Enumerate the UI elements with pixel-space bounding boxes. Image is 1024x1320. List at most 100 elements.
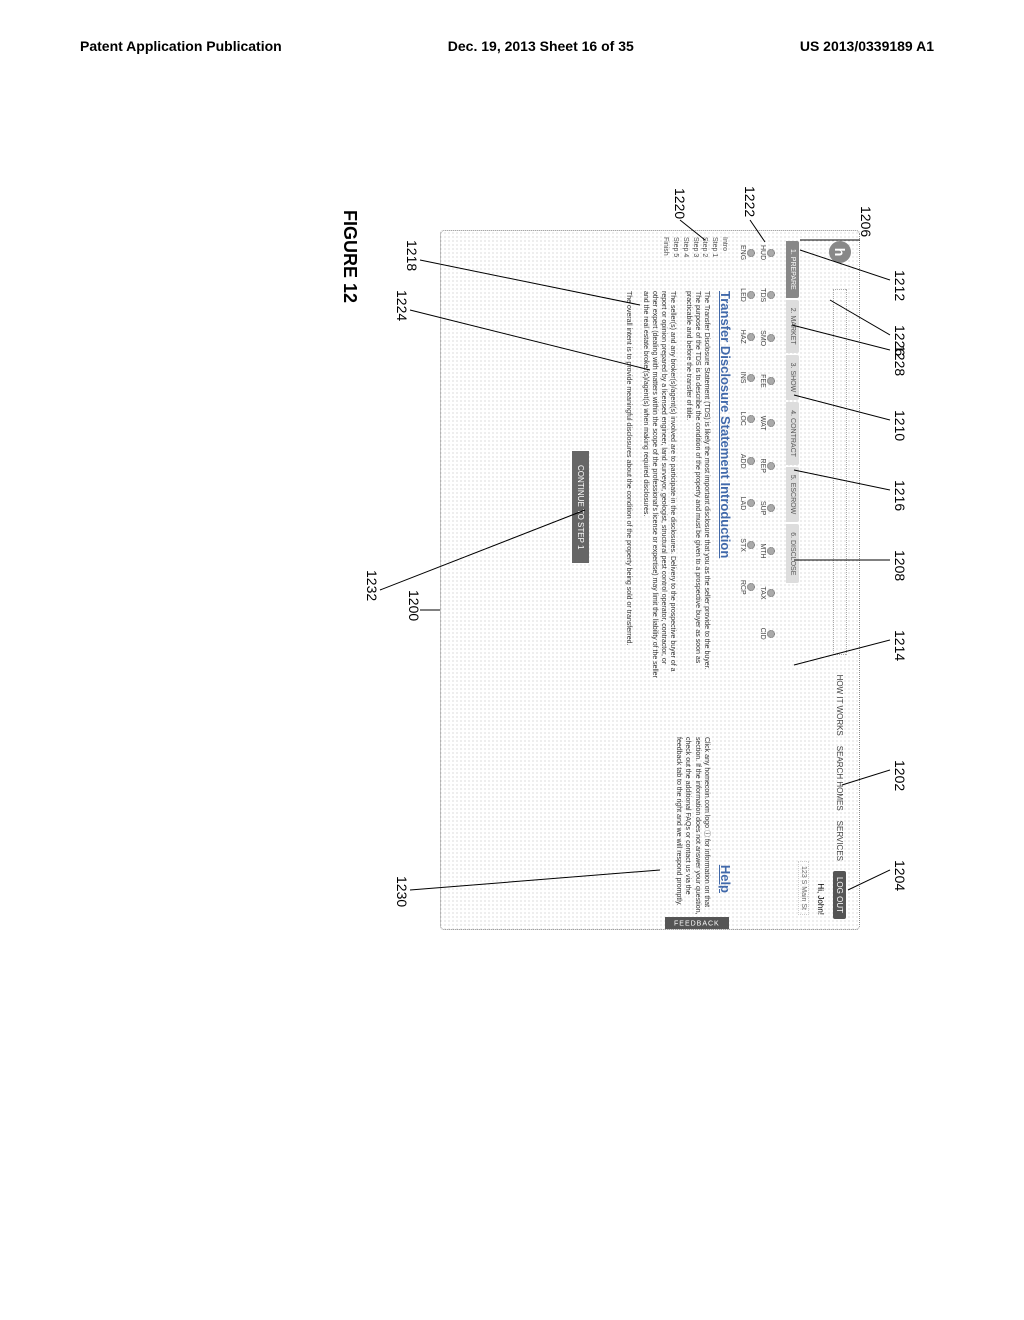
status-dot-icon <box>767 377 775 385</box>
step-item[interactable]: Step 1 <box>709 237 719 257</box>
status-dot-icon <box>767 630 775 638</box>
document-pill[interactable]: TDS <box>759 288 775 302</box>
nav-how-it-works[interactable]: HOW IT WORKS <box>836 675 845 736</box>
callout-1214: 1214 <box>892 630 908 661</box>
logout-button[interactable]: LOG OUT <box>834 871 847 919</box>
document-pill[interactable]: LED <box>739 288 755 302</box>
callout-1212: 1212 <box>892 270 908 301</box>
document-pill[interactable]: SMO <box>759 330 775 346</box>
document-pill[interactable]: ADD <box>739 454 755 469</box>
status-dot-icon <box>747 291 755 299</box>
callout-1222: 1222 <box>742 186 758 217</box>
step-item[interactable]: Step 4 <box>680 237 690 257</box>
step-item[interactable]: Finish <box>660 237 670 257</box>
status-dot-icon <box>767 249 775 257</box>
pill-label: LAD <box>739 497 746 511</box>
document-pill[interactable]: WAT <box>759 416 775 431</box>
status-dot-icon <box>767 462 775 470</box>
status-dot-icon <box>747 541 755 549</box>
pill-label: STX <box>739 538 746 552</box>
patent-page-header: Patent Application Publication Dec. 19, … <box>0 38 1024 54</box>
help-title: Help <box>718 865 733 893</box>
continue-button[interactable]: CONTINUE TO STEP 1 <box>572 451 589 563</box>
document-pill[interactable]: REP <box>759 459 775 473</box>
pill-label: RCP <box>739 580 746 595</box>
stage-tab[interactable]: 5. ESCROW <box>786 467 799 522</box>
document-pill[interactable]: SUP <box>759 501 775 515</box>
callout-1232: 1232 <box>364 570 380 601</box>
status-dot-icon <box>767 334 775 342</box>
step-list: IntroStep 1Step 2Step 3Step 4Step 5Finis… <box>660 237 729 257</box>
callout-1204: 1204 <box>892 860 908 891</box>
callout-1224: 1224 <box>394 290 410 321</box>
callout-1200: 1200 <box>406 590 422 621</box>
help-paragraph: Click any homecoin.com logo ⓘ for inform… <box>673 737 711 917</box>
callout-1208: 1208 <box>892 550 908 581</box>
document-pill[interactable]: RCP <box>739 580 755 595</box>
callout-1230: 1230 <box>394 876 410 907</box>
callout-1218: 1218 <box>404 240 420 271</box>
status-dot-icon <box>747 374 755 382</box>
status-dot-icon <box>767 589 775 597</box>
pill-label: ADD <box>739 454 746 469</box>
pill-label: INS <box>739 372 746 384</box>
document-pill[interactable]: LOC <box>739 411 755 425</box>
document-pill[interactable]: ENG <box>739 245 755 260</box>
header-center: Dec. 19, 2013 Sheet 16 of 35 <box>448 38 634 54</box>
pill-label: LED <box>739 288 746 302</box>
status-dot-icon <box>747 457 755 465</box>
step-item[interactable]: Step 5 <box>670 237 680 257</box>
pill-label: ENG <box>739 245 746 260</box>
nav-links: HOW IT WORKS SEARCH HOMES SERVICES <box>836 675 845 861</box>
callout-1228: 1228 <box>892 345 908 376</box>
document-pill[interactable]: FEE <box>759 374 775 388</box>
callout-1210: 1210 <box>892 410 908 441</box>
app-screenshot: h HOW IT WORKS SEARCH HOMES SERVICES LOG… <box>440 230 860 930</box>
status-dot-icon <box>767 504 775 512</box>
figure-caption: FIGURE 12 <box>339 210 360 303</box>
topbar: h HOW IT WORKS SEARCH HOMES SERVICES LOG… <box>827 241 853 919</box>
stage-tab[interactable]: 4. CONTRACT <box>786 402 799 465</box>
header-left: Patent Application Publication <box>80 38 282 54</box>
document-pill[interactable]: MTH <box>759 543 775 558</box>
status-dot-icon <box>747 499 755 507</box>
stage-tab[interactable]: 2. MARKET <box>786 300 799 353</box>
step-item[interactable]: Step 2 <box>700 237 710 257</box>
stage-tab[interactable]: 6. DISCLOSE <box>786 524 799 583</box>
stage-tabs: 1. PREPARE 2. MARKET 3. SHOW4. CONTRACT 5. … <box>786 241 799 583</box>
step-item[interactable]: Intro <box>719 237 729 257</box>
feedback-tab[interactable]: FEEDBACK <box>665 917 729 930</box>
status-dot-icon <box>747 583 755 591</box>
document-pill[interactable]: CID <box>759 628 775 640</box>
logo-icon[interactable]: h <box>829 241 851 263</box>
status-dot-icon <box>767 547 775 555</box>
document-pill[interactable]: HAZ <box>739 330 755 344</box>
stage-tab[interactable]: 3. SHOW <box>786 355 799 401</box>
document-pill[interactable]: INS <box>739 372 755 384</box>
paragraph-3: The overall intent is to provide meaning… <box>624 291 633 681</box>
status-dot-icon <box>747 333 755 341</box>
document-pill[interactable]: STX <box>739 538 755 552</box>
property-address[interactable]: 123 S Main St <box>798 861 809 915</box>
document-pill[interactable]: HUD <box>759 245 775 260</box>
header-right: US 2013/0339189 A1 <box>800 38 934 54</box>
paragraph-1: The Transfer Disclosure Statement (TDS) … <box>684 291 711 681</box>
document-pill[interactable]: LAD <box>739 497 755 511</box>
paragraph-2: The seller(s) and any broker(s)/agent(s)… <box>641 291 677 681</box>
callout-1220: 1220 <box>672 188 688 219</box>
nav-search-homes[interactable]: SEARCH HOMES <box>836 746 845 811</box>
document-pill[interactable]: TAX <box>759 587 775 600</box>
search-input[interactable] <box>833 289 847 655</box>
callout-1206: 1206 <box>858 206 874 237</box>
status-dot-icon <box>767 419 775 427</box>
pill-label: LOC <box>739 411 746 425</box>
stage-tab[interactable]: 1. PREPARE <box>786 241 799 298</box>
pills-row-2: ENG LED HAZ INS LOC ADD LAD STX RCP <box>733 241 761 919</box>
status-dot-icon <box>747 415 755 423</box>
callout-1202: 1202 <box>892 760 908 791</box>
status-dot-icon <box>747 249 755 257</box>
callout-1216: 1216 <box>892 480 908 511</box>
nav-services[interactable]: SERVICES <box>836 821 845 861</box>
step-item[interactable]: Step 3 <box>690 237 700 257</box>
figure-area: h HOW IT WORKS SEARCH HOMES SERVICES LOG… <box>100 170 920 990</box>
